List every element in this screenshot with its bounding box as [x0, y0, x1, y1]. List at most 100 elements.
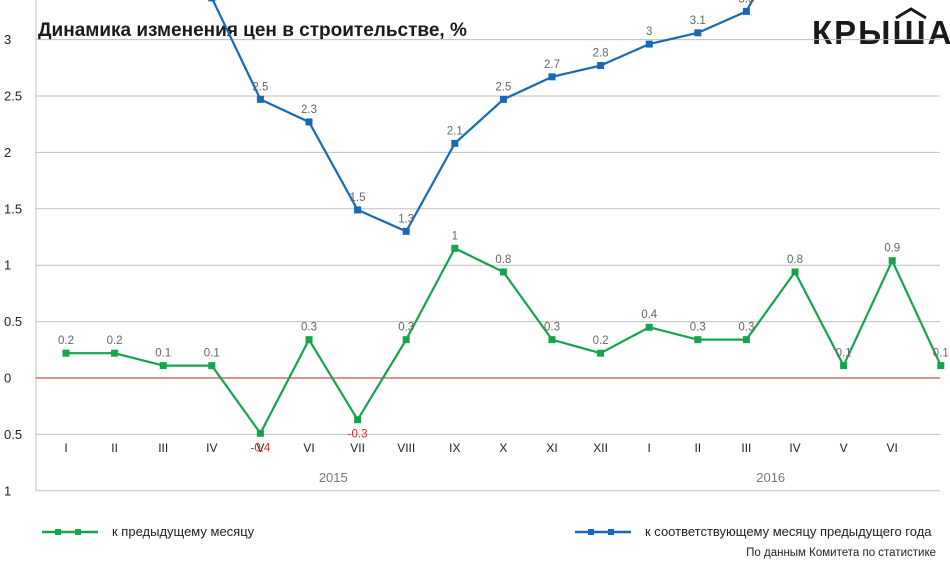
data-label-green: 0.1	[155, 348, 171, 360]
data-point-green	[937, 362, 945, 370]
legend-label-year: к соответствующему месяцу предыдущего го…	[645, 524, 932, 539]
x-tick-label: III	[158, 441, 168, 455]
data-label-green: 0.3	[398, 322, 414, 334]
data-label-green: 1	[452, 230, 458, 242]
data-label-blue: 2.8	[593, 48, 609, 60]
data-point-blue	[742, 7, 750, 15]
data-label-green: -0.4	[250, 442, 270, 454]
y-tick-label: 1	[4, 483, 11, 498]
legend-label-month: к предыдущему месяцу	[112, 524, 255, 539]
data-label-green: 0.1	[204, 348, 220, 360]
data-label-green: 0.3	[301, 322, 317, 334]
y-tick-label: 2.5	[4, 89, 22, 104]
data-point-green	[159, 362, 167, 370]
data-point-blue	[305, 118, 313, 126]
legend-item-year: к соответствующему месяцу предыдущего го…	[575, 524, 932, 539]
data-point-blue	[694, 29, 702, 37]
data-point-green	[888, 257, 896, 265]
data-point-blue	[256, 95, 264, 103]
data-label-blue: 1.3	[398, 213, 414, 225]
y-tick-label: 0.5	[4, 314, 22, 329]
x-tick-label: X	[499, 441, 507, 455]
data-label-blue: 3.3	[738, 0, 754, 5]
data-point-green	[208, 362, 216, 370]
legend-swatch-green	[42, 528, 98, 535]
data-label-green: 0.3	[738, 322, 754, 334]
y-tick-label: 2	[4, 145, 11, 160]
data-point-blue	[402, 227, 410, 235]
source-note: По данным Комитета по статистике	[746, 547, 936, 559]
data-point-green	[742, 336, 750, 344]
data-label-blue: 2.5	[252, 81, 268, 93]
data-label-green: 0.4	[641, 309, 658, 321]
y-tick-label: 3	[4, 32, 11, 47]
data-label-green: 0.3	[690, 322, 706, 334]
data-label-green: 0.1	[836, 348, 852, 360]
data-point-green	[111, 349, 119, 357]
data-label-blue: 2.3	[301, 104, 317, 116]
data-point-green	[840, 362, 848, 370]
x-tick-label: IV	[789, 441, 800, 455]
data-label-blue: 3.1	[690, 15, 706, 27]
legend-swatch-blue	[575, 528, 631, 535]
x-tick-label: VIII	[397, 441, 415, 455]
series-line-blue	[211, 0, 754, 233]
series-line-green	[66, 247, 942, 435]
krysha-logo: КРЫША	[810, 4, 950, 51]
data-label-blue: 3	[646, 26, 652, 38]
x-tick-label: II	[111, 441, 118, 455]
data-label-green: 0.1	[933, 348, 949, 360]
year-label: 2016	[756, 470, 785, 485]
data-point-blue	[597, 62, 605, 70]
data-point-green	[402, 336, 410, 344]
x-tick-label: VI	[303, 441, 314, 455]
legend-item-month: к предыдущему месяцу	[42, 524, 254, 539]
x-tick-label: XII	[593, 441, 608, 455]
data-label-green: 0.2	[593, 335, 609, 347]
data-point-green	[256, 429, 264, 437]
data-point-blue	[548, 73, 556, 81]
x-tick-label: IX	[449, 441, 460, 455]
x-tick-label: XI	[546, 441, 557, 455]
data-point-green	[62, 349, 70, 357]
data-point-green	[499, 268, 507, 276]
data-point-green	[791, 268, 799, 276]
x-tick-label: IV	[206, 441, 217, 455]
data-point-green	[548, 336, 556, 344]
data-label-blue: 2.5	[495, 81, 511, 93]
chart-title: Динамика изменения цен в строительстве, …	[38, 20, 467, 41]
x-tick-label: VI	[887, 441, 898, 455]
data-point-blue	[645, 40, 653, 48]
data-label-green: -0.3	[348, 429, 368, 441]
data-label-blue: 2.7	[544, 59, 560, 71]
x-tick-label: V	[840, 441, 848, 455]
data-label-green: 0.2	[58, 335, 74, 347]
data-point-blue	[499, 95, 507, 103]
data-label-green: 0.8	[787, 254, 803, 266]
x-tick-label: III	[741, 441, 751, 455]
x-tick-label: I	[648, 441, 651, 455]
year-label: 2015	[319, 470, 348, 485]
x-tick-label: I	[64, 441, 67, 455]
x-tick-label: VII	[350, 441, 365, 455]
data-point-green	[451, 244, 459, 252]
data-label-green: 0.2	[107, 335, 123, 347]
x-tick-label: II	[694, 441, 701, 455]
data-point-blue	[208, 0, 216, 2]
data-label-green: 0.9	[884, 243, 900, 255]
data-label-blue: 1.5	[350, 192, 366, 204]
y-tick-label: 1.5	[4, 201, 22, 216]
house-roof-icon	[895, 7, 927, 20]
logo-text: КРЫША	[812, 14, 950, 51]
data-point-green	[305, 336, 313, 344]
data-label-green: 0.8	[495, 254, 511, 266]
data-point-green	[354, 416, 362, 424]
data-point-blue	[354, 206, 362, 214]
data-point-green	[645, 323, 653, 331]
data-label-green: 0.3	[544, 322, 560, 334]
data-point-blue	[451, 139, 459, 147]
data-point-green	[694, 336, 702, 344]
data-point-green	[597, 349, 605, 357]
y-tick-label: 0	[4, 371, 11, 386]
